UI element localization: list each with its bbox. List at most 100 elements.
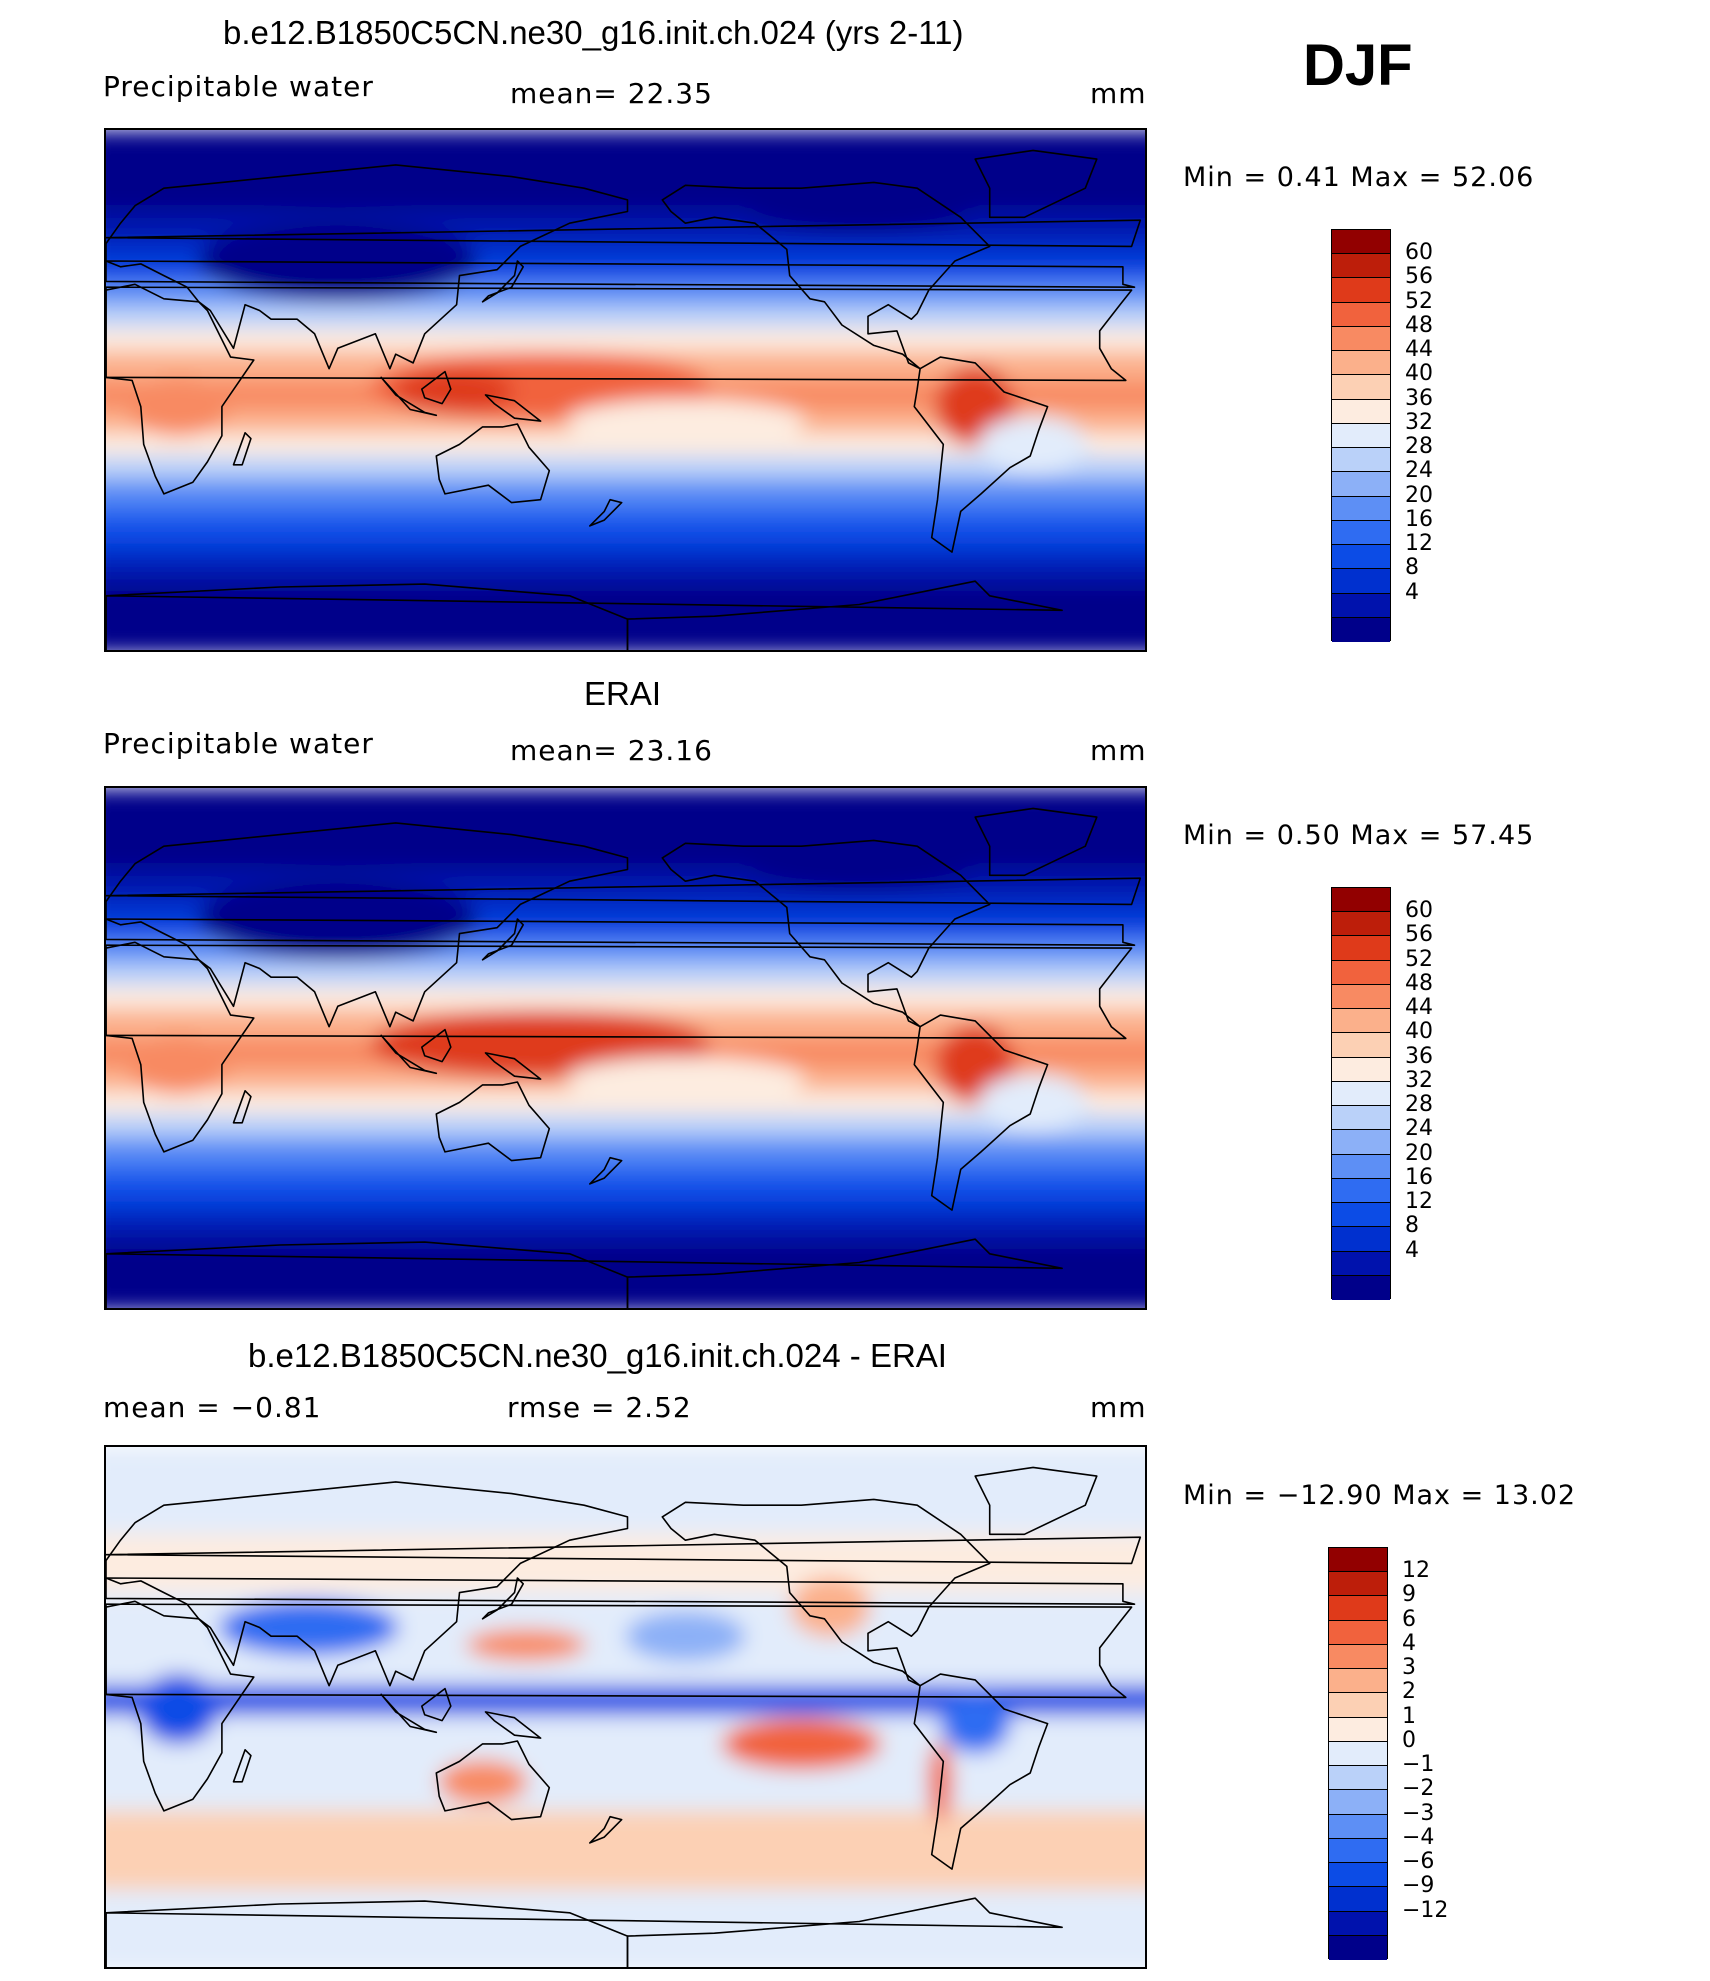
coastline (435, 1740, 551, 1821)
colorbar-swatch (1329, 1935, 1387, 1960)
field-band (106, 1090, 1145, 1115)
coastline (106, 918, 1136, 946)
coastlines (106, 807, 1142, 1308)
colorbar-tick-label: 20 (1405, 482, 1433, 508)
field-band (106, 479, 1145, 503)
field-blob (128, 1034, 229, 1095)
coastline (106, 219, 1142, 248)
field-blob (393, 1028, 514, 1072)
colorbar-swatch (1332, 423, 1390, 449)
field-blob (625, 1611, 746, 1662)
panel3-mean-label: mean = −0.81 (103, 1391, 322, 1424)
colorbar-tick-label: 20 (1405, 1140, 1433, 1166)
colorbar-swatch (1332, 960, 1390, 985)
colorbar-swatch (1332, 399, 1390, 424)
colorbar-tick-label: −9 (1402, 1873, 1435, 1899)
map-field-svg (106, 1447, 1145, 1967)
map-field-layer (106, 1447, 1145, 1967)
coastline (420, 1028, 452, 1063)
panel3-title: b.e12.B1850C5CN.ne30_g16.init.ch.024 - E… (248, 1337, 947, 1374)
panel2-minmax: Min = 0.50 Max = 57.45 (1183, 820, 1535, 851)
coastline (232, 1748, 252, 1783)
coastline (106, 1577, 1136, 1605)
coastline (106, 1536, 1142, 1565)
panel1-map (104, 128, 1147, 652)
colorbar-swatch (1332, 545, 1390, 570)
colorbar-swatch (1329, 1572, 1387, 1597)
coastline (106, 1900, 629, 1967)
field-blob (565, 399, 806, 444)
colorbar-swatch (1329, 1669, 1387, 1694)
colorbar-swatch (1332, 1154, 1390, 1179)
colorbar-swatch (1332, 1203, 1390, 1228)
coastline (974, 1466, 1098, 1536)
coastline (380, 1034, 438, 1075)
colorbar-tick-label: 3 (1402, 1655, 1416, 1681)
field-band (106, 1114, 1145, 1138)
colorbar-swatch (1332, 520, 1390, 546)
coastlines (106, 149, 1142, 650)
panel2-map (104, 786, 1147, 1310)
coastline (420, 1687, 452, 1722)
field-band (106, 1201, 1145, 1219)
coastline (106, 580, 1063, 650)
panel1-colorbar (1331, 229, 1391, 642)
colorbar-swatch (1329, 1620, 1387, 1645)
colorbar-tick-label: 28 (1405, 1092, 1433, 1118)
colorbar-tick-label: 24 (1405, 458, 1433, 484)
field-band (106, 1137, 1145, 1161)
field-blob (565, 1057, 806, 1102)
colorbar-swatch (1332, 1057, 1390, 1082)
colorbar-swatch (1332, 1009, 1390, 1034)
panel1-title: b.e12.B1850C5CN.ne30_g16.init.ch.024 (yr… (223, 14, 964, 51)
coastline (588, 1156, 623, 1185)
coastline (481, 918, 525, 961)
colorbar-tick-label: 24 (1405, 1116, 1433, 1142)
field-band (106, 962, 1145, 986)
coastline (380, 376, 438, 417)
coastline (232, 1089, 252, 1124)
field-band (106, 1218, 1145, 1243)
colorbar-swatch (1332, 1106, 1390, 1131)
panel3-rmse-label: rmse = 2.52 (507, 1391, 692, 1424)
colorbar-tick-label: 52 (1405, 946, 1433, 972)
coastline (481, 1577, 525, 1620)
colorbar-swatch (1332, 1178, 1390, 1204)
colorbar-swatch (1329, 1693, 1387, 1718)
field-band (106, 560, 1145, 585)
coastline (106, 1897, 1063, 1967)
coastline (974, 807, 1098, 877)
colorbar-tick-label: 6 (1402, 1606, 1416, 1632)
colorbar-swatch (1332, 254, 1390, 279)
coastline (106, 1238, 1063, 1308)
colorbar-tick-label: 60 (1405, 898, 1433, 924)
colorbar-tick-label: 4 (1405, 1237, 1419, 1263)
colorbar-swatch (1332, 302, 1390, 327)
coastline (106, 1241, 629, 1308)
colorbar-swatch (1332, 230, 1390, 255)
colorbar-swatch (1329, 1863, 1387, 1888)
field-blob (978, 416, 1089, 473)
colorbar-swatch (1332, 1227, 1390, 1252)
colorbar-tick-label: 44 (1405, 995, 1433, 1021)
colorbar-swatch (1332, 472, 1390, 497)
colorbar-swatch (1329, 1548, 1387, 1573)
panel2-colorbar (1331, 887, 1391, 1300)
colorbar-tick-label: 44 (1405, 337, 1433, 363)
colorbar-tick-label: −3 (1402, 1800, 1435, 1826)
coastline (420, 370, 452, 405)
field-band (106, 304, 1145, 328)
field-blob (790, 1577, 871, 1638)
panel3-units-label: mm (1090, 1391, 1147, 1424)
field-band (106, 543, 1145, 561)
colorbar-swatch (1329, 1790, 1387, 1815)
colorbar-tick-label: 8 (1405, 1213, 1419, 1239)
colorbar-tick-label: 12 (1405, 531, 1433, 557)
colorbar-tick-label: 48 (1405, 970, 1433, 996)
coastline (106, 283, 255, 495)
colorbar-tick-label: 32 (1405, 409, 1433, 435)
colorbar-swatch (1332, 448, 1390, 473)
coastline (380, 1693, 438, 1734)
colorbar-swatch (1332, 936, 1390, 961)
coastline (588, 498, 623, 527)
